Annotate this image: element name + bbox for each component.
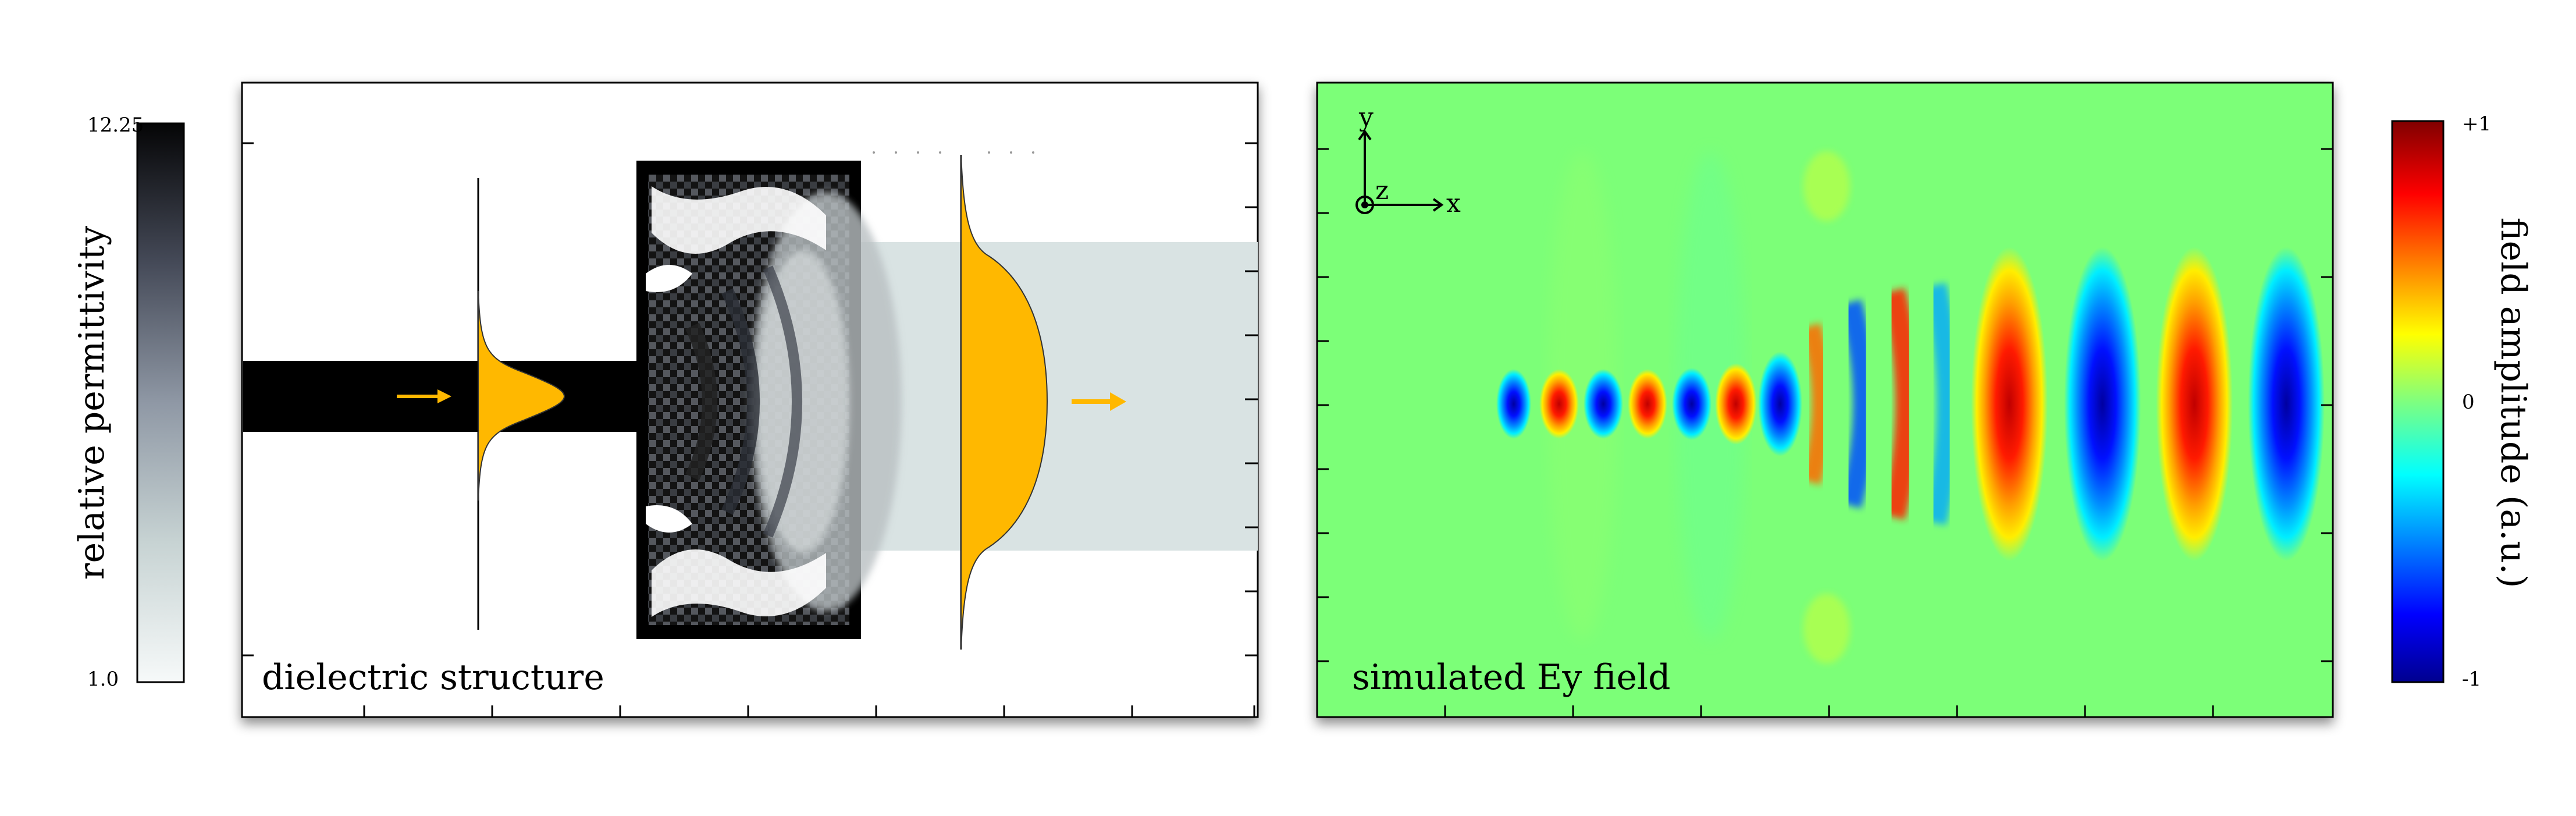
field-mid-label: 0 [2462,391,2475,414]
field-pattern [1496,151,2325,664]
permittivity-colorbar: 12.25 1.0 relative permittivity [72,113,185,691]
axis-triad [1355,129,1444,214]
input-waveguide [243,361,662,432]
axis-y-label: y [1358,102,1374,132]
dielectric-caption: dielectric structure [262,657,604,698]
input-mode-profile [478,290,565,501]
permittivity-min-label: 1.0 [87,668,119,691]
input-arrow [397,389,451,403]
field-colorbar-title: field amplitude (a.u.) [2493,218,2534,588]
field-colorbar-gradient [2391,120,2445,683]
field-ticks [1317,148,2333,717]
output-mode-profile [960,154,1048,650]
permittivity-colorbar-title: relative permittivity [72,226,112,580]
dielectric-panel: dielectric structure [241,81,1259,718]
permittivity-max-label: 12.25 [87,113,144,137]
permittivity-colorbar-gradient [136,122,185,683]
output-arrow [1072,392,1126,411]
dielectric-ticks [242,142,1258,717]
field-caption: simulated Ey field [1352,657,1670,698]
design-region [636,161,902,639]
axis-z-label: z [1375,176,1389,205]
field-panel: y z x simulated Ey field [1316,81,2334,718]
field-max-label: +1 [2462,112,2491,136]
field-colorbar: +1 0 -1 field amplitude (a.u.) [2391,112,2534,691]
field-min-label: -1 [2462,668,2481,691]
axis-x-label: x [1446,189,1461,218]
output-region [860,242,1258,551]
